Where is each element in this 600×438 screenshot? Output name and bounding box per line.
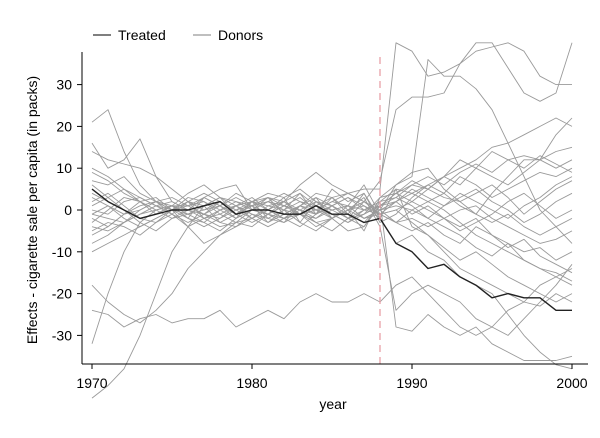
donor-series-line bbox=[91, 201, 573, 370]
series-layer bbox=[91, 42, 573, 399]
x-tick-label: 1990 bbox=[396, 375, 427, 391]
legend-treated-label: Treated bbox=[118, 27, 166, 43]
donor-series-line bbox=[91, 192, 573, 244]
x-axis-title: year bbox=[319, 396, 347, 412]
donor-series-line bbox=[91, 172, 573, 261]
legend: Treated Donors bbox=[93, 27, 263, 43]
y-tick-label: -30 bbox=[52, 327, 72, 343]
donor-series-line bbox=[91, 192, 573, 282]
y-axis-title: Effects - cigarette sale per capita (in … bbox=[24, 76, 40, 344]
donor-series-line bbox=[91, 159, 573, 232]
x-axis-ticks: 1970 1980 1990 2000 bbox=[76, 364, 588, 391]
legend-donors-label: Donors bbox=[218, 27, 263, 43]
y-tick-label: 20 bbox=[56, 118, 72, 134]
donor-series-line bbox=[91, 188, 573, 232]
treated-series-line bbox=[91, 188, 572, 311]
y-tick-label: 30 bbox=[56, 77, 72, 93]
y-tick-label: 0 bbox=[64, 202, 72, 218]
donor-series-line bbox=[91, 42, 573, 232]
x-tick-label: 1980 bbox=[236, 375, 267, 391]
y-axis-ticks: -30 -20 -10 0 10 20 30 bbox=[52, 77, 82, 343]
y-tick-label: -20 bbox=[52, 286, 72, 302]
x-tick-label: 2000 bbox=[556, 375, 587, 391]
y-tick-label: 10 bbox=[56, 160, 72, 176]
y-tick-label: -10 bbox=[52, 244, 72, 260]
donor-series-line bbox=[91, 192, 573, 274]
donor-series-line bbox=[91, 197, 573, 399]
x-tick-label: 1970 bbox=[76, 375, 107, 391]
